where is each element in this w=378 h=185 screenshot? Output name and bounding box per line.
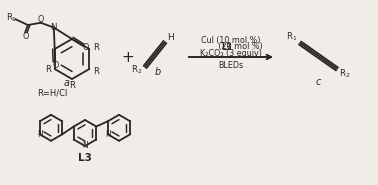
Text: (20 mol %): (20 mol %) [215, 43, 262, 51]
Text: O: O [23, 32, 29, 41]
Text: O: O [52, 61, 59, 70]
Text: R$_1$: R$_1$ [286, 31, 298, 43]
Text: N: N [37, 130, 43, 139]
Text: CuI (10 mol %): CuI (10 mol %) [201, 36, 261, 45]
Text: R$_2$: R$_2$ [131, 64, 143, 76]
Text: R: R [45, 65, 51, 73]
Text: N: N [51, 23, 57, 32]
Text: c: c [315, 77, 321, 87]
Text: H: H [167, 33, 174, 41]
Text: +: + [122, 50, 134, 65]
Text: R$_1$: R$_1$ [6, 12, 17, 24]
Text: R: R [69, 82, 75, 90]
Text: L3: L3 [78, 153, 92, 163]
Text: R: R [93, 66, 99, 75]
Text: K₂CO₃ (3 equiv): K₂CO₃ (3 equiv) [200, 50, 262, 58]
Text: b: b [155, 67, 161, 77]
Text: N: N [82, 142, 88, 151]
Text: BLEDs: BLEDs [218, 60, 243, 70]
Text: O: O [37, 15, 44, 24]
Text: R=H/Cl: R=H/Cl [37, 88, 67, 97]
Text: O: O [83, 43, 89, 52]
Text: a: a [64, 78, 70, 88]
Text: R$_2$: R$_2$ [339, 68, 351, 80]
Text: L3: L3 [222, 43, 232, 51]
Text: R: R [93, 43, 99, 51]
Text: N: N [105, 130, 111, 139]
